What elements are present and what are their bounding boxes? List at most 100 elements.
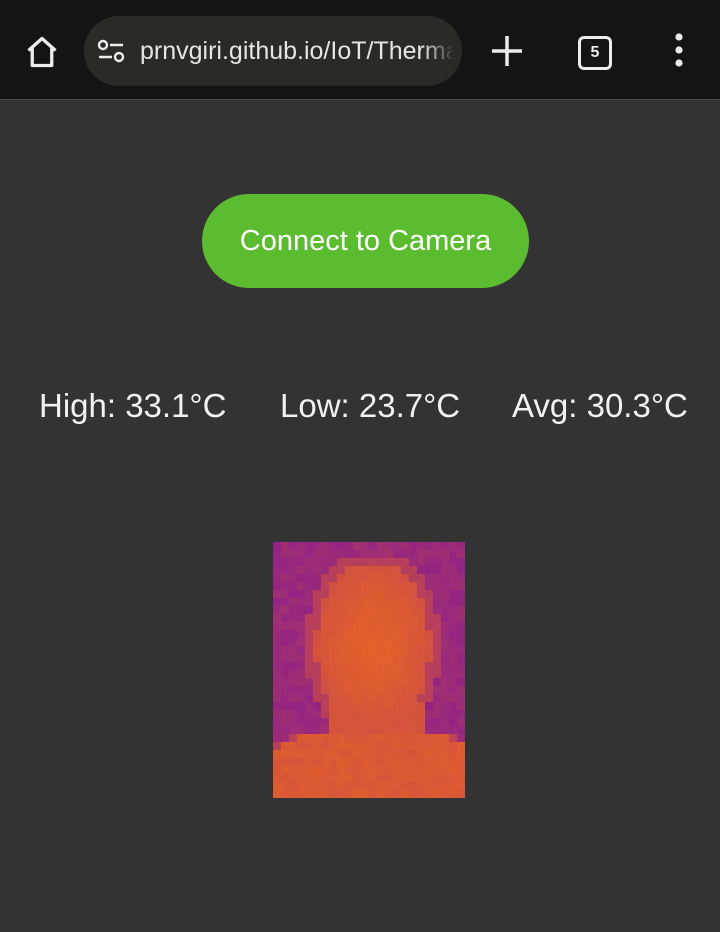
thermal-pixel [297, 758, 305, 766]
thermal-pixel [385, 750, 393, 758]
thermal-pixel [305, 742, 313, 750]
thermal-pixel [337, 614, 345, 622]
thermal-pixel [393, 686, 401, 694]
thermal-pixel [425, 654, 433, 662]
thermal-pixel [457, 774, 465, 782]
thermal-pixel [289, 702, 297, 710]
thermal-pixel [425, 774, 433, 782]
thermal-pixel [417, 758, 425, 766]
thermal-pixel [353, 646, 361, 654]
thermal-pixel [385, 702, 393, 710]
thermal-pixel [305, 590, 313, 598]
thermal-pixel [321, 694, 329, 702]
thermal-pixel [449, 622, 457, 630]
thermal-pixel [305, 766, 313, 774]
thermal-pixel [401, 574, 409, 582]
thermal-pixel [321, 790, 329, 798]
thermal-pixel [433, 782, 441, 790]
thermal-pixel [385, 542, 393, 550]
thermal-pixel [409, 638, 417, 646]
thermal-pixel [385, 558, 393, 566]
thermal-pixel [409, 606, 417, 614]
thermal-pixel [353, 542, 361, 550]
plus-icon[interactable] [486, 30, 528, 72]
thermal-pixel [457, 790, 465, 798]
thermal-pixel [425, 678, 433, 686]
thermal-pixel [401, 790, 409, 798]
home-button[interactable] [22, 32, 62, 72]
thermal-pixel [449, 734, 457, 742]
thermal-pixel [441, 654, 449, 662]
thermal-pixel [337, 550, 345, 558]
thermal-pixel [353, 726, 361, 734]
tabs-button[interactable]: 5 [578, 36, 612, 70]
thermal-pixel [281, 614, 289, 622]
thermal-pixel [281, 678, 289, 686]
thermal-pixel [425, 622, 433, 630]
thermal-pixel [417, 654, 425, 662]
thermal-pixel [417, 694, 425, 702]
thermal-pixel [329, 598, 337, 606]
thermal-pixel [361, 710, 369, 718]
thermal-pixel [273, 614, 281, 622]
thermal-pixel [449, 566, 457, 574]
thermal-pixel [393, 766, 401, 774]
thermal-pixel [425, 726, 433, 734]
thermal-pixel [297, 598, 305, 606]
thermal-pixel [409, 662, 417, 670]
more-vert-icon[interactable] [664, 30, 694, 70]
thermal-pixel [313, 558, 321, 566]
thermal-pixel [377, 582, 385, 590]
thermal-pixel [273, 662, 281, 670]
thermal-pixel [369, 702, 377, 710]
thermal-pixel [313, 622, 321, 630]
url-text[interactable]: prnvgiri.github.io/IoT/Thermal [140, 37, 454, 65]
thermal-pixel [441, 566, 449, 574]
thermal-pixel [305, 678, 313, 686]
address-bar[interactable]: prnvgiri.github.io/IoT/Thermal [84, 16, 462, 86]
thermal-pixel [305, 670, 313, 678]
thermal-pixel [369, 638, 377, 646]
thermal-pixel [425, 598, 433, 606]
thermal-pixel [289, 766, 297, 774]
thermal-pixel [433, 670, 441, 678]
thermal-pixel [361, 742, 369, 750]
thermal-pixel [433, 726, 441, 734]
connect-camera-button[interactable]: Connect to Camera [202, 194, 529, 288]
thermal-pixel [329, 550, 337, 558]
thermal-pixel [337, 646, 345, 654]
thermal-pixel [377, 598, 385, 606]
thermal-pixel [385, 766, 393, 774]
thermal-pixel [337, 758, 345, 766]
thermal-pixel [369, 566, 377, 574]
thermal-pixel [337, 766, 345, 774]
thermal-pixel [393, 742, 401, 750]
thermal-pixel [369, 574, 377, 582]
thermal-pixel [353, 550, 361, 558]
thermal-pixel [369, 670, 377, 678]
thermal-pixel [385, 774, 393, 782]
thermal-pixel [281, 582, 289, 590]
thermal-pixel [409, 710, 417, 718]
thermal-pixel [457, 766, 465, 774]
thermal-pixel [353, 790, 361, 798]
thermal-pixel [433, 590, 441, 598]
thermal-pixel [353, 590, 361, 598]
thermal-pixel [409, 574, 417, 582]
thermal-pixel [281, 550, 289, 558]
thermal-pixel [369, 558, 377, 566]
thermal-pixel [385, 790, 393, 798]
thermal-pixel [433, 766, 441, 774]
thermal-pixel [385, 598, 393, 606]
thermal-pixel [409, 582, 417, 590]
thermal-pixel [289, 686, 297, 694]
thermal-pixel [401, 750, 409, 758]
thermal-pixel [289, 726, 297, 734]
thermal-pixel [353, 670, 361, 678]
thermal-pixel [409, 702, 417, 710]
thermal-pixel [377, 790, 385, 798]
tune-icon[interactable] [96, 38, 126, 64]
thermal-pixel [329, 686, 337, 694]
thermal-pixel [449, 638, 457, 646]
thermal-pixel [369, 662, 377, 670]
